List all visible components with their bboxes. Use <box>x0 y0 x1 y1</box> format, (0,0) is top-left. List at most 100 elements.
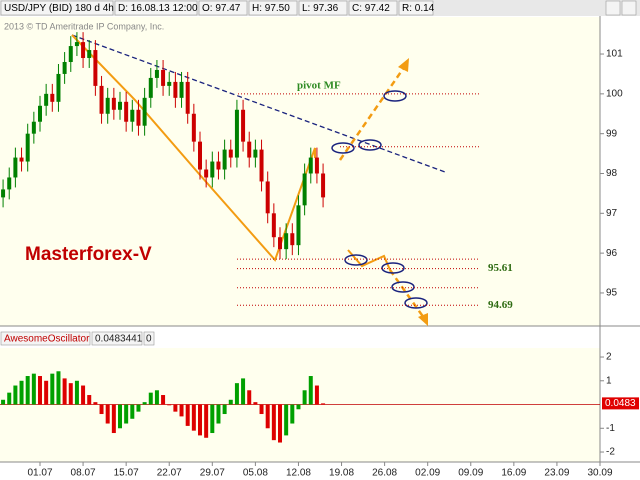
oscillator-bar <box>81 385 86 405</box>
x-tick-label: 05.08 <box>243 468 268 479</box>
header-cell <box>198 0 248 16</box>
x-tick-label: 12.08 <box>286 468 311 479</box>
oscillator-bar <box>185 404 190 426</box>
candle-body <box>241 109 246 142</box>
target-ellipse <box>331 142 355 154</box>
wave-line <box>71 34 316 262</box>
annotations <box>71 34 446 326</box>
y-tick-label: 100 <box>606 88 623 99</box>
value-marker-label: 0.0483 <box>605 398 636 409</box>
candle-body <box>13 157 18 178</box>
candle-body <box>56 73 61 102</box>
oscillator-bar <box>241 378 246 405</box>
oscillator-bar <box>234 383 239 405</box>
candle-body <box>7 177 12 190</box>
oscillator-bar <box>247 390 252 405</box>
candle-body <box>25 133 30 162</box>
candle-body <box>44 93 49 106</box>
oscillator-bar <box>19 380 24 405</box>
candle-body <box>31 121 36 134</box>
oscillator-bar <box>314 385 319 405</box>
candle-body <box>99 85 104 114</box>
candle-body <box>173 81 178 98</box>
high: H: 97.50 <box>252 3 290 14</box>
oscillator-bar <box>31 373 36 405</box>
y-tick-label: 2 <box>606 352 612 363</box>
window-button[interactable] <box>621 0 637 16</box>
candle-body <box>93 50 98 86</box>
level-label: 94.69 <box>488 299 513 311</box>
candle-body <box>204 169 209 178</box>
oscillator-bar <box>7 392 12 405</box>
symbol: USD/JPY (BID) 180 d 4h <box>4 3 114 14</box>
oscillator-bar <box>210 404 215 434</box>
oscillator-bar <box>50 373 55 405</box>
oscillator-bar <box>265 404 270 429</box>
oscillator-bar <box>38 376 42 405</box>
candle-body <box>111 97 116 110</box>
x-tick-label: 30.09 <box>587 468 612 479</box>
candle-body <box>308 157 313 174</box>
y-tick-label: 99 <box>606 128 618 139</box>
oscillator-bar <box>278 404 282 443</box>
oscillator-bar <box>321 403 326 405</box>
candle-body <box>19 157 24 162</box>
oscillator-bar <box>99 404 104 415</box>
target-ellipse <box>344 254 368 266</box>
candle-body <box>148 77 153 98</box>
candle-body <box>124 101 129 122</box>
header-cell <box>398 0 434 16</box>
candle-body <box>302 173 307 206</box>
range: R: 0.14 <box>402 3 435 14</box>
y-tick-label: 95 <box>606 288 618 299</box>
indicator-name: AwesomeOscillator <box>4 334 90 345</box>
target-ellipse <box>391 281 415 293</box>
y-tick-label: 1 <box>606 375 612 386</box>
window-button[interactable] <box>605 0 621 16</box>
candle-body <box>68 46 73 62</box>
oscillator-bar <box>124 404 129 424</box>
candle-body <box>87 50 92 59</box>
oscillator-bar <box>216 404 221 424</box>
oscillator-bar <box>118 404 122 429</box>
candle-body <box>130 109 135 122</box>
candle-body <box>284 233 289 250</box>
oscillator-bar <box>204 404 209 438</box>
candle-body <box>296 205 301 246</box>
candle-body <box>271 213 276 238</box>
candle-body <box>136 109 141 126</box>
x-tick-label: 19.08 <box>329 468 354 479</box>
oscillator-bar <box>290 404 295 424</box>
candle-body <box>228 149 233 158</box>
oscillator-bar <box>130 404 135 419</box>
candle-body <box>1 189 6 198</box>
oscillator-bar <box>253 402 258 405</box>
oscillator-bar <box>148 392 153 405</box>
header-cell <box>0 0 114 16</box>
indicator-cell <box>143 331 155 346</box>
y-tick-label: 101 <box>606 49 623 60</box>
candle-body <box>50 93 55 102</box>
oscillator-bar <box>154 390 159 405</box>
indicator-cell <box>0 331 91 346</box>
x-tick-label: 02.09 <box>415 468 440 479</box>
close: C: 97.42 <box>352 3 390 14</box>
candle-body <box>247 141 252 158</box>
x-tick-label: 26.08 <box>372 468 397 479</box>
oscillator-bar <box>296 404 301 410</box>
candle-body <box>314 157 319 174</box>
oscillator-bar <box>228 399 233 405</box>
candle-body <box>234 109 239 158</box>
oscillator-bar <box>93 402 98 405</box>
indicator-cell <box>91 331 143 346</box>
oscillator-bar <box>142 402 147 405</box>
value-marker <box>602 397 639 410</box>
candle-body <box>185 81 190 114</box>
open: O: 97.47 <box>202 3 241 14</box>
oscillator-bar <box>87 395 92 405</box>
indicator-readout: 0.0483441 <box>95 334 143 345</box>
y-tick-label: -1 <box>606 423 615 434</box>
date: D: 16.08.13 12:00 <box>118 3 198 14</box>
oscillator-bar <box>191 404 196 431</box>
